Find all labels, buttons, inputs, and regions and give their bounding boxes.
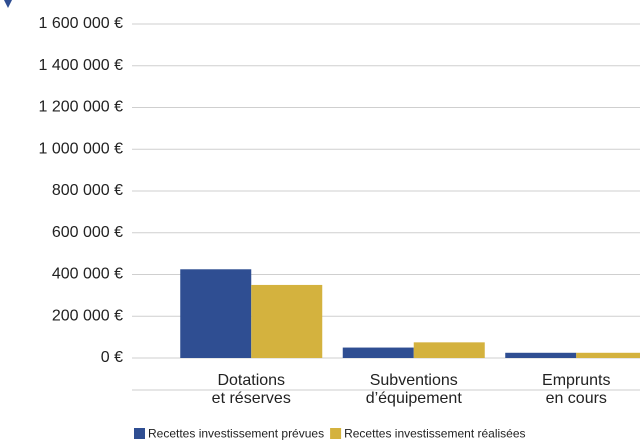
x-tick-label: d’équipement [366, 390, 463, 407]
bar [505, 352, 577, 358]
y-tick-label: 0 € [101, 349, 123, 366]
bar [413, 342, 485, 358]
y-tick-label: 200 000 € [52, 307, 123, 324]
y-tick-label: 1 200 000 € [38, 99, 123, 116]
x-tick-label: Subventions [370, 372, 458, 389]
y-tick-label: 1 400 000 € [38, 57, 123, 74]
y-tick-label: 600 000 € [52, 224, 123, 241]
y-tick-label: 800 000 € [52, 182, 123, 199]
bar [342, 347, 414, 358]
legend-swatch [330, 428, 342, 439]
y-tick-label: 400 000 € [52, 266, 123, 283]
bar [251, 284, 323, 358]
x-tick-label: et réserves [212, 390, 291, 407]
legend-label: Recettes investissement réalisées [344, 427, 525, 441]
x-tick-label: Dotations [217, 372, 285, 389]
y-tick-label: 1 000 000 € [38, 140, 123, 157]
y-tick-label: 1 600 000 € [38, 15, 123, 32]
bar [180, 269, 252, 358]
corner-marker [4, 0, 12, 8]
x-tick-label: Emprunts [542, 372, 610, 389]
legend-swatch [134, 428, 145, 439]
legend-label: Recettes investissement prévues [148, 427, 324, 441]
bar [576, 352, 640, 358]
x-tick-label: en cours [546, 390, 607, 407]
